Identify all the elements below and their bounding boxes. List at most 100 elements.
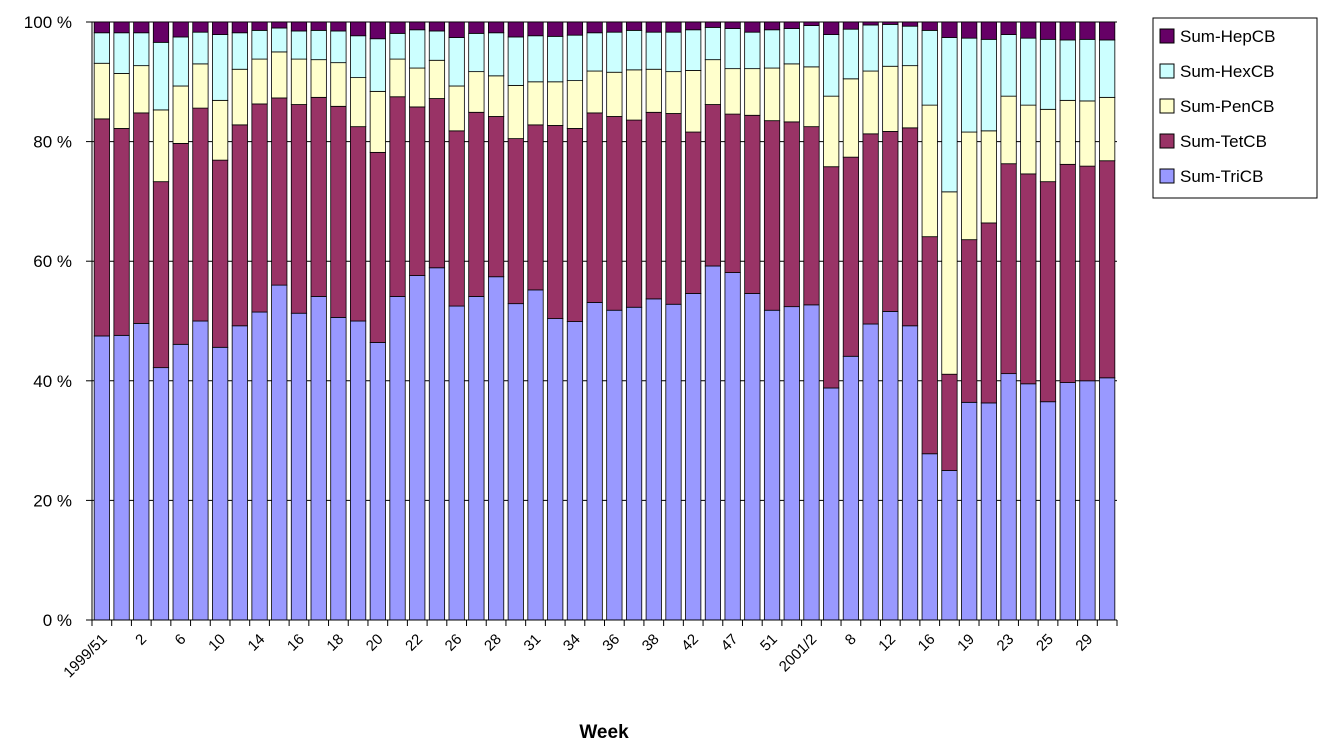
bar-segment-sum-hepcb [645, 21, 662, 33]
x-tick-label: 10 [205, 631, 229, 655]
bar-segment-sum-tetcb [803, 126, 820, 306]
bar-segment-sum-hexcb [212, 34, 229, 101]
bar-segment-sum-hexcb [487, 32, 505, 77]
bar-segment-sum-tetcb [1079, 165, 1096, 382]
bar-segment-sum-pencb [763, 67, 781, 122]
bar-segment-sum-tetcb [212, 159, 229, 348]
bar-segment-sum-pencb [310, 59, 327, 98]
bar-segment-sum-pencb [428, 59, 446, 99]
bar-segment-sum-hepcb [1000, 21, 1017, 35]
bar-segment-sum-hepcb [1039, 21, 1057, 40]
bar-segment-sum-tricb [1000, 373, 1017, 621]
bar-segment-sum-hexcb [172, 36, 189, 87]
bar-segment-sum-hexcb [803, 25, 820, 68]
bar-segment-sum-tetcb [547, 125, 564, 319]
bar-segment-sum-tetcb [724, 113, 741, 273]
bar-segment-sum-tetcb [901, 127, 919, 327]
x-tick-label: 47 [718, 631, 742, 655]
bar-segment-sum-hepcb [606, 21, 623, 33]
bar-segment-sum-pencb [231, 68, 248, 126]
bar-segment-sum-hexcb [704, 26, 722, 61]
bar-segment-sum-pencb [448, 85, 465, 132]
bar-segment-sum-tricb [350, 320, 367, 621]
bar-segment-sum-tricb [941, 470, 958, 621]
bar-segment-sum-hepcb [1079, 21, 1096, 40]
bar-segment-sum-tetcb [1039, 181, 1057, 403]
bars [93, 21, 1116, 621]
bar-segment-sum-pencb [606, 71, 623, 117]
bar-segment-sum-tetcb [409, 106, 426, 276]
bar-segment-sum-hexcb [823, 34, 840, 97]
bar-segment-sum-tetcb [428, 98, 446, 269]
bar-segment-sum-tricb [468, 296, 485, 621]
bar-segment-sum-tricb [231, 325, 248, 621]
bar-segment-sum-tetcb [882, 131, 899, 312]
legend-swatch [1159, 28, 1175, 44]
bar-segment-sum-hepcb [113, 21, 130, 34]
bar-segment-sum-hexcb [192, 31, 209, 65]
bar-segment-sum-hexcb [290, 30, 308, 60]
bar-segment-sum-tricb [251, 311, 268, 621]
bar-segment-sum-hepcb [763, 21, 781, 31]
bar-segment-sum-hepcb [468, 21, 485, 34]
bar-segment-sum-hexcb [1000, 34, 1017, 97]
bar-segment-sum-tricb [1020, 383, 1037, 621]
bar-segment-sum-tetcb [527, 124, 544, 291]
bar-segment-sum-tetcb [113, 128, 130, 336]
legend-swatch [1159, 133, 1175, 149]
bar-segment-sum-hepcb [487, 21, 505, 34]
bar-segment-sum-pencb [192, 63, 209, 109]
bar-segment-sum-pencb [1000, 95, 1017, 165]
x-tick-label: 28 [481, 631, 505, 655]
legend-box [1152, 17, 1318, 199]
bar-segment-sum-hexcb [763, 29, 781, 69]
bar-segment-sum-hepcb [980, 21, 997, 40]
bar-segment-sum-tricb [665, 303, 682, 621]
bar-segment-sum-hexcb [625, 29, 643, 71]
bar-segment-sum-tricb [961, 401, 978, 621]
bar-segment-sum-hepcb [586, 21, 603, 34]
bar-segment-sum-hepcb [1020, 21, 1037, 39]
bar-segment-sum-hepcb [350, 21, 367, 37]
bar-segment-sum-tricb [783, 306, 800, 621]
bar-segment-sum-tricb [1059, 382, 1076, 621]
bar-segment-sum-tetcb [763, 120, 781, 311]
x-tick-label: 29 [1072, 631, 1096, 655]
bar-segment-sum-hexcb [133, 32, 150, 67]
bar-segment-sum-tetcb [192, 107, 209, 322]
bar-segment-sum-hexcb [901, 25, 919, 67]
bar-segment-sum-hexcb [231, 32, 248, 70]
bar-segment-sum-tetcb [1059, 163, 1076, 383]
bar-segment-sum-tetcb [468, 111, 485, 297]
bar-segment-sum-pencb [1099, 96, 1116, 162]
bar-segment-sum-tetcb [685, 131, 702, 294]
bar-segment-sum-pencb [586, 70, 603, 114]
bar-segment-sum-tetcb [941, 373, 958, 471]
bar-segment-sum-tricb [487, 276, 505, 621]
bar-segment-sum-tricb [330, 317, 347, 621]
bar-segment-sum-tetcb [566, 128, 584, 322]
bar-segment-sum-tetcb [330, 105, 347, 318]
y-tick-label: 60 % [33, 252, 72, 271]
bar-segment-sum-pencb [113, 73, 130, 129]
bar-segment-sum-tricb [724, 272, 741, 621]
y-tick-label: 80 % [33, 133, 72, 152]
bar-segment-sum-hexcb [409, 29, 426, 69]
bar-segment-sum-hepcb [172, 21, 189, 38]
bar-segment-sum-pencb [507, 84, 524, 140]
bar-segment-sum-hepcb [369, 21, 386, 40]
bar-segment-sum-hepcb [93, 21, 110, 34]
bar-segment-sum-pencb [961, 131, 978, 241]
bar-segment-sum-hepcb [724, 21, 741, 29]
bar-segment-sum-hexcb [921, 29, 938, 106]
bar-segment-sum-tetcb [172, 142, 189, 345]
bar-segment-sum-pencb [783, 63, 800, 123]
bar-segment-sum-hexcb [1039, 38, 1057, 110]
legend: Sum-HepCB Sum-HexCB Sum-PenCB Sum-TetCB Sum-… [1152, 17, 1318, 199]
bar-segment-sum-hexcb [93, 32, 110, 64]
bar-segment-sum-pencb [93, 62, 110, 120]
bar-segment-sum-hexcb [547, 35, 564, 83]
bar-segment-sum-tricb [566, 321, 584, 621]
legend-swatch [1159, 168, 1175, 184]
